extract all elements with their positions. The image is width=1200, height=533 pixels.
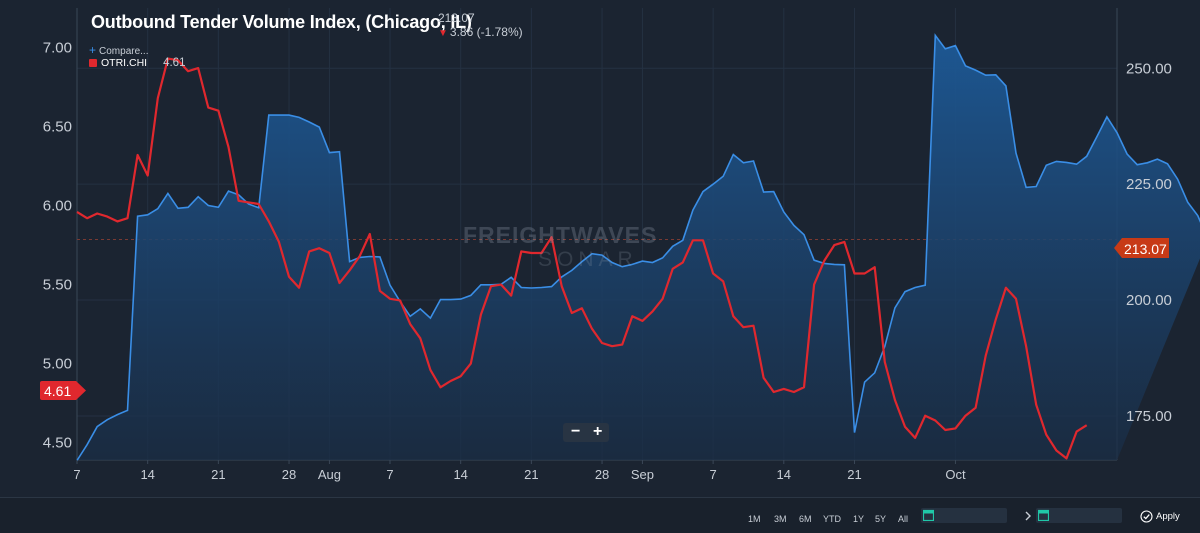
calendar-icon <box>923 509 934 521</box>
left-tick-label: 6.50 <box>43 119 72 136</box>
plus-icon: + <box>89 43 97 57</box>
zoom-out-button[interactable]: − <box>571 423 581 440</box>
x-tick-label: 7 <box>709 467 716 482</box>
start-date-field[interactable] <box>921 508 1007 523</box>
x-tick-label: 21 <box>524 467 538 482</box>
apply-button[interactable]: Apply <box>1140 510 1180 523</box>
left-tick-label: 5.00 <box>43 356 72 373</box>
down-arrow-icon: ▼ <box>438 28 448 39</box>
right-flag-label: 213.07 <box>1124 241 1167 257</box>
x-tick-label: 7 <box>386 467 393 482</box>
range-all-button[interactable]: All <box>898 514 909 524</box>
legend-otri[interactable]: OTRI.CHI 4.61 <box>89 57 185 69</box>
bottom-toolbar <box>0 497 1200 533</box>
calendar-icon <box>1038 509 1049 521</box>
x-tick-label: 14 <box>140 467 154 482</box>
x-tick-label: 28 <box>282 467 296 482</box>
left-tick-label: 6.00 <box>43 198 72 215</box>
watermark-freightwaves: FREIGHTWAVES <box>463 222 658 248</box>
change-text: 3.86 (-1.78%) <box>449 25 523 39</box>
legend-value: 4.61 <box>163 57 186 69</box>
end-date-field[interactable] <box>1036 508 1122 523</box>
x-tick-label: 7 <box>73 467 80 482</box>
series-otri-line <box>76 57 1088 460</box>
current-value: 213.07 <box>438 11 475 25</box>
x-tick-label: 21 <box>847 467 861 482</box>
zoom-in-button[interactable]: + <box>593 423 603 440</box>
series-otvi-line <box>76 33 1200 461</box>
compare-label: Compare... <box>99 46 149 57</box>
left-tick-label: 4.50 <box>43 435 72 452</box>
chevron-right-icon <box>1025 511 1031 521</box>
chart-area: 7.00 6.50 6.00 5.50 5.00 4.50 250.00 225.00 200… <box>43 8 1200 482</box>
zoom-control: − + <box>563 423 609 442</box>
range-ytd-button[interactable]: YTD <box>823 514 841 524</box>
series-otvi-area <box>77 35 1200 461</box>
right-tick-label: 225.00 <box>1126 176 1172 193</box>
x-tick-label: 28 <box>595 467 609 482</box>
right-tick-label: 200.00 <box>1126 292 1172 309</box>
x-tick-label: 21 <box>211 467 225 482</box>
left-price-flag: 4.61 <box>40 381 86 400</box>
x-tick-label: Aug <box>318 467 341 482</box>
range-5y-button[interactable]: 5Y <box>875 514 887 524</box>
right-tick-label: 250.00 <box>1126 60 1172 77</box>
left-flag-label: 4.61 <box>44 383 71 399</box>
left-tick-label: 5.50 <box>43 277 72 294</box>
apply-label: Apply <box>1156 511 1180 522</box>
range-1m-button[interactable]: 1M <box>748 514 761 524</box>
range-3m-button[interactable]: 3M <box>774 514 787 524</box>
range-6m-button[interactable]: 6M <box>799 514 812 524</box>
legend-swatch <box>89 59 97 67</box>
chart-title: Outbound Tender Volume Index, (Chicago, … <box>91 12 472 32</box>
x-tick-label: 14 <box>453 467 467 482</box>
change-value: ▼ 3.86 (-1.78%) <box>438 25 523 39</box>
check-circle-icon <box>1140 510 1153 523</box>
watermark-sonar: SONAR <box>538 248 638 271</box>
left-tick-label: 7.00 <box>43 40 72 57</box>
x-tick-label: Sep <box>631 467 654 482</box>
legend-ticker: OTRI.CHI <box>101 57 148 69</box>
x-tick-label: 14 <box>777 467 791 482</box>
range-1y-button[interactable]: 1Y <box>853 514 865 524</box>
x-tick-label: Oct <box>945 467 966 482</box>
right-price-flag: 213.07 <box>1114 238 1169 258</box>
right-tick-label: 175.00 <box>1126 408 1172 425</box>
compare-button[interactable]: + Compare... <box>89 43 148 57</box>
